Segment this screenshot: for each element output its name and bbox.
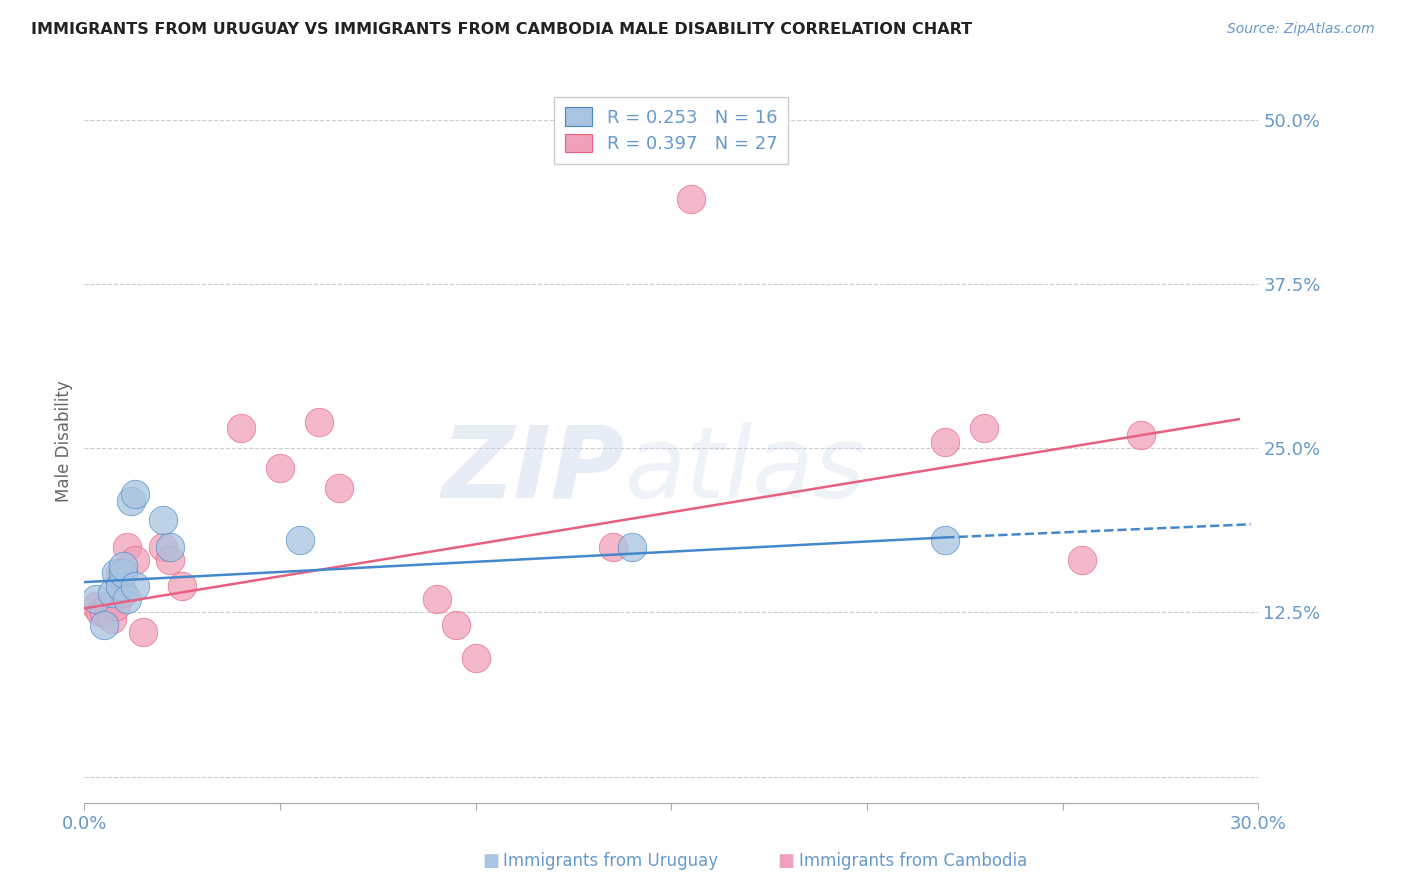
Point [120, 493, 142, 508]
Y-axis label: Male Disability: Male Disability [55, 381, 73, 502]
Text: Source: ZipAtlas.com: Source: ZipAtlas.com [1227, 22, 1375, 37]
Point [108, 566, 131, 580]
Point [97, 599, 120, 613]
Text: ■: ■ [482, 852, 499, 870]
Point [159, 553, 181, 567]
Point [112, 559, 135, 574]
Point [93, 618, 115, 632]
Point [117, 540, 139, 554]
Point [112, 585, 135, 599]
Point [108, 579, 131, 593]
Point [328, 481, 350, 495]
Point [93, 605, 115, 619]
Point [288, 533, 311, 547]
Point [124, 579, 146, 593]
Point [104, 599, 127, 613]
Point [84, 592, 107, 607]
Point [100, 612, 122, 626]
Text: ZIP: ZIP [441, 422, 624, 519]
Text: atlas: atlas [624, 422, 866, 519]
Point [621, 540, 644, 554]
Point [117, 592, 139, 607]
Point [602, 540, 624, 554]
Point [112, 566, 135, 580]
Point [100, 585, 122, 599]
Text: Immigrants from Uruguay: Immigrants from Uruguay [503, 852, 718, 870]
Text: ■: ■ [778, 852, 794, 870]
Point [152, 540, 174, 554]
Point [104, 566, 127, 580]
Text: Immigrants from Cambodia: Immigrants from Cambodia [799, 852, 1026, 870]
Point [444, 618, 467, 632]
Point [1071, 553, 1094, 567]
Point [124, 553, 146, 567]
Point [89, 605, 111, 619]
Text: IMMIGRANTS FROM URUGUAY VS IMMIGRANTS FROM CAMBODIA MALE DISABILITY CORRELATION : IMMIGRANTS FROM URUGUAY VS IMMIGRANTS FR… [31, 22, 972, 37]
Point [679, 192, 702, 206]
Point [934, 533, 956, 547]
Point [1130, 428, 1153, 442]
Point [152, 513, 174, 527]
Legend: R = 0.253   N = 16, R = 0.397   N = 27: R = 0.253 N = 16, R = 0.397 N = 27 [554, 96, 789, 164]
Point [229, 421, 252, 435]
Point [269, 460, 291, 475]
Point [973, 421, 995, 435]
Point [426, 592, 449, 607]
Point [84, 599, 107, 613]
Point [934, 434, 956, 449]
Point [308, 415, 330, 429]
Point [464, 651, 486, 665]
Point [132, 625, 155, 640]
Point [172, 579, 194, 593]
Point [124, 487, 146, 501]
Point [159, 540, 181, 554]
